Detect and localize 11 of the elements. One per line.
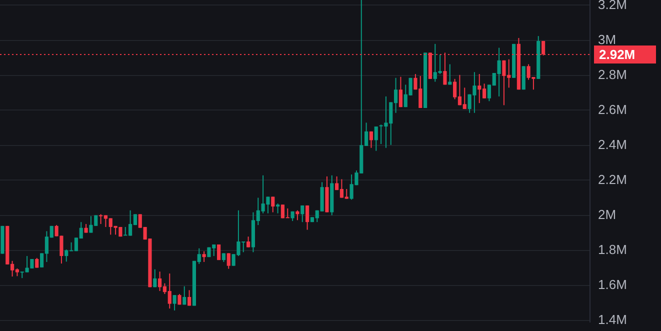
y-tick-label: 1.4M <box>598 312 627 327</box>
y-tick-label: 1.6M <box>598 276 627 292</box>
y-tick-label: 2.8M <box>598 66 627 82</box>
y-tick-label: 2.2M <box>598 172 627 187</box>
ref-line-label: 2.92M <box>599 47 636 62</box>
y-tick-label: 3M <box>598 32 616 47</box>
y-tick-label: 3.2M <box>598 0 627 12</box>
y-tick-label: 1.8M <box>598 242 627 257</box>
y-tick-label: 2.6M <box>598 102 627 117</box>
y-tick-label: 2.4M <box>598 136 627 152</box>
y-tick-label: 2M <box>598 206 616 222</box>
